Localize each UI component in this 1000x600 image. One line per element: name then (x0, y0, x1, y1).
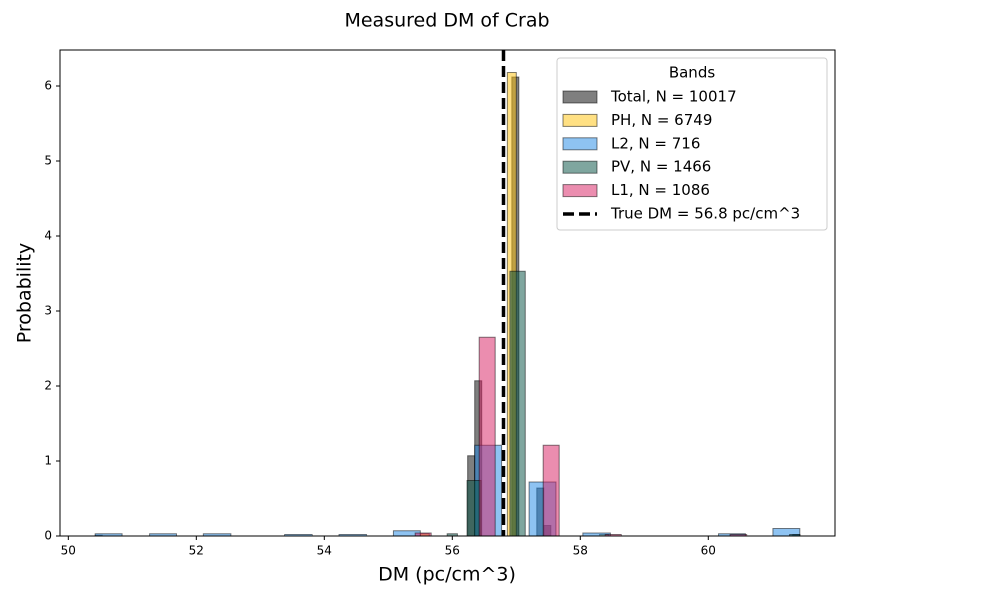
x-tick-label: 50 (61, 544, 76, 558)
legend-swatch (562, 90, 598, 104)
legend-swatch (562, 113, 598, 127)
legend-title: Bands (669, 64, 716, 82)
x-tick-label: 52 (189, 544, 204, 558)
y-tick-label: 5 (44, 154, 52, 168)
y-tick-label: 1 (44, 454, 52, 468)
legend-label: L1, N = 1086 (611, 181, 710, 199)
x-tick-label: 58 (573, 544, 588, 558)
y-tick-label: 0 (44, 529, 52, 543)
y-tick-label: 3 (44, 304, 52, 318)
legend-box (556, 57, 828, 231)
chart-title: Measured DM of Crab (344, 10, 549, 32)
legend-label: True DM = 56.8 pc/cm^3 (610, 205, 800, 223)
histogram-bar (478, 336, 496, 537)
legend-label: Total, N = 10017 (610, 88, 737, 106)
y-tick-label: 4 (44, 229, 52, 243)
legend-swatch (562, 137, 598, 151)
legend-label: L2, N = 716 (611, 134, 700, 152)
legend: Bands Total, N = 10017 PH, N = 6749 L2, N =… (556, 57, 828, 231)
y-tick-label: 6 (44, 79, 52, 93)
histogram-bar (509, 270, 526, 537)
x-axis-label: DM (pc/cm^3) (378, 564, 516, 586)
x-tick-label: 54 (317, 544, 332, 558)
legend-label: PH, N = 6749 (611, 111, 712, 129)
y-axis-label: Probability (14, 243, 36, 343)
legend-label: PV, N = 1466 (611, 158, 711, 176)
legend-swatch (562, 160, 598, 174)
plot-frame (59, 49, 836, 537)
histogram-bar (542, 444, 560, 537)
y-tick-label: 2 (44, 379, 52, 393)
x-tick-label: 56 (445, 544, 460, 558)
legend-swatch (562, 184, 598, 198)
x-tick-label: 60 (701, 544, 716, 558)
